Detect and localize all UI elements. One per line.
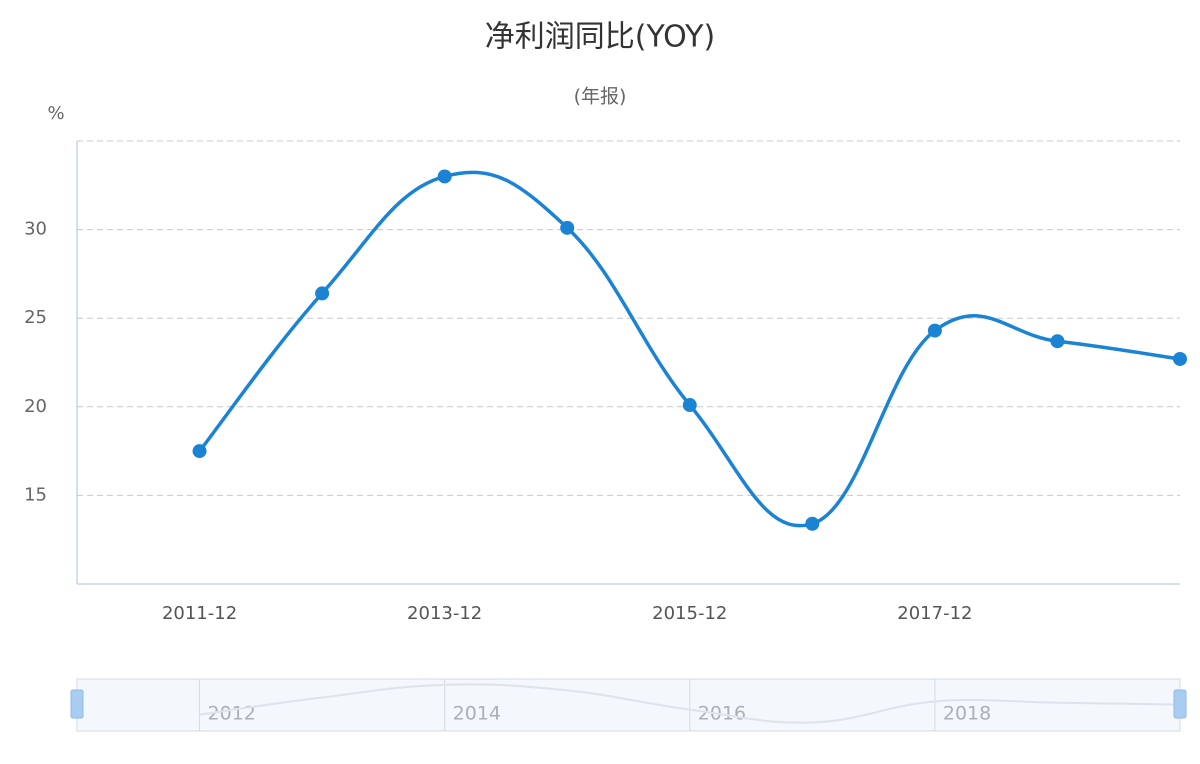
point <box>927 323 942 338</box>
point <box>315 286 330 301</box>
x-tick-label: 2011-12 <box>162 603 237 624</box>
chart-subtitle: (年报) <box>574 86 627 108</box>
y-tick-label: 30 <box>24 219 47 240</box>
point <box>805 516 820 531</box>
y-tick-label: 20 <box>24 396 47 417</box>
navigator-label: 2012 <box>208 703 256 725</box>
navigator-label: 2018 <box>943 703 991 725</box>
point <box>437 169 452 184</box>
point <box>682 398 697 413</box>
line <box>198 170 1181 528</box>
point <box>560 220 575 235</box>
x-tick-label: 2015-12 <box>652 603 727 624</box>
point <box>192 444 207 459</box>
y-tick-label: 15 <box>24 484 47 505</box>
point <box>1173 351 1187 366</box>
x-tick-label: 2017-12 <box>897 603 972 624</box>
navigator-line <box>199 683 1181 724</box>
navigator-label: 2014 <box>453 703 501 725</box>
navigator-handle-right[interactable] <box>1173 689 1187 719</box>
y-unit: % <box>47 103 64 124</box>
point <box>1050 334 1065 349</box>
navigator-handle-left[interactable] <box>70 689 84 719</box>
y-tick-label: 25 <box>24 307 47 328</box>
x-tick-label: 2013-12 <box>407 603 482 624</box>
chart-title: 净利润同比(YOY) <box>485 20 715 55</box>
